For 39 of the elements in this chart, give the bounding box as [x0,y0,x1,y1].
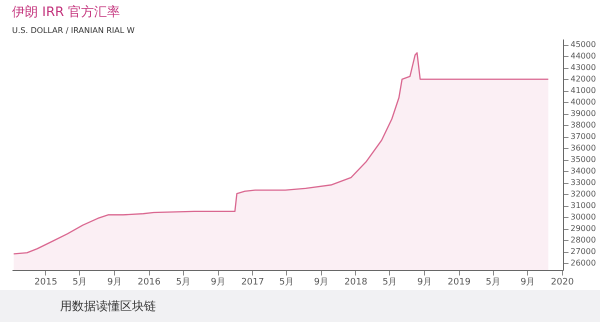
y-tick-label: 26000 [570,258,596,268]
x-tick-label: 2017 [241,278,264,288]
y-tick-label: 42000 [570,74,596,84]
x-tick-label: 5月 [382,278,398,288]
y-tick-label: 33000 [570,178,596,188]
text: 用数据读懂区块链 [0,290,600,322]
x-tick-label: 5月 [486,278,500,288]
y-tick-label: 41000 [570,86,596,96]
x-tick-label: 5月 [279,278,294,288]
y-tick-label: 28000 [570,236,596,245]
y-tick-label: 35000 [570,155,596,164]
x-tick-label: 9月 [417,278,432,288]
y-tick-label: 30000 [570,212,596,222]
x-tick-label: 5月 [72,278,88,288]
x-tick-label: 9月 [314,278,329,288]
y-tick-label: 29000 [570,224,596,234]
chart-subtitle: U.S. DOLLAR / IRANIAN RIAL W [12,26,135,35]
y-tick-label: 38000 [570,120,596,130]
x-tick-label: 2018 [344,278,368,288]
y-tick-label: 36000 [570,144,596,153]
x-tick-label: 9月 [210,278,226,288]
x-tick-label: 5月 [176,278,191,288]
chart-title: 伊朗 IRR 官方汇率 [12,4,120,20]
y-tick-label: 32000 [570,190,596,199]
x-tick-label: 2019 [448,278,471,288]
y-tick-label: 45000 [570,40,596,50]
y-tick-label: 39000 [570,109,596,118]
x-tick-label: 9月 [107,278,122,288]
x-tick-label: 2015 [34,278,58,288]
y-tick-label: 44000 [570,52,596,61]
x-tick-label: 2020 [550,278,574,288]
y-tick-label: 31000 [570,201,596,210]
x-tick-label: 2016 [138,278,161,288]
y-tick-label: 27000 [570,247,596,256]
x-tick-label: 9月 [520,278,536,288]
y-tick-label: 34000 [570,166,596,176]
y-tick-label: 37000 [570,132,596,142]
y-tick-label: 43000 [570,63,596,72]
y-tick-label: 40000 [570,98,596,107]
